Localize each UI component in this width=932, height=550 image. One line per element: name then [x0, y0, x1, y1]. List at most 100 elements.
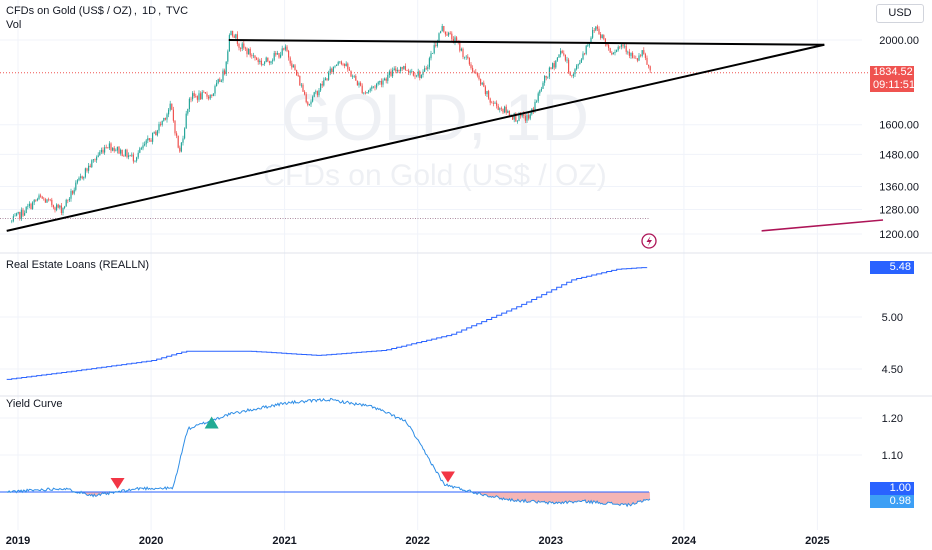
- sell-signal-2: [440, 471, 455, 483]
- interval[interactable]: 1D: [142, 5, 157, 17]
- candle-body: [88, 165, 90, 171]
- candle-body: [140, 148, 143, 149]
- candle-body: [174, 120, 176, 134]
- candle-body: [99, 152, 101, 156]
- candle-body: [268, 61, 271, 64]
- candle-body: [427, 67, 429, 69]
- candle-body: [25, 206, 27, 214]
- pink-trendline: [761, 219, 884, 232]
- candle-body: [200, 93, 202, 100]
- candle-body: [244, 47, 247, 49]
- candle-body: [340, 61, 343, 65]
- candle-body: [289, 57, 291, 64]
- symbol-name[interactable]: CFDs on Gold (US$ / OZ): [6, 5, 132, 17]
- candle-body: [596, 26, 599, 29]
- candle-body: [294, 65, 296, 71]
- candle-body: [164, 117, 167, 120]
- candle-body: [507, 110, 509, 113]
- candle-body: [622, 44, 624, 47]
- candle-body: [316, 91, 319, 96]
- candle-body: [372, 86, 375, 88]
- candle-body: [240, 47, 242, 49]
- candle-body: [584, 53, 586, 55]
- candle-body: [481, 82, 483, 85]
- candle-body: [38, 195, 40, 199]
- candle-body: [252, 55, 255, 57]
- candle-body: [185, 113, 187, 129]
- candle-body: [16, 213, 18, 216]
- candle-body: [208, 96, 210, 99]
- candle-body: [356, 80, 359, 86]
- candle-body: [105, 147, 107, 148]
- candle-body: [273, 53, 275, 61]
- candle-body: [553, 63, 555, 68]
- flash-icon[interactable]: [641, 233, 657, 249]
- candle-body: [640, 55, 642, 57]
- yield-pane[interactable]: [0, 397, 651, 508]
- candle-body: [54, 207, 56, 211]
- candle-body: [148, 138, 151, 140]
- candle-body: [220, 80, 223, 82]
- candle-body: [11, 220, 13, 222]
- price-pane[interactable]: [0, 23, 884, 232]
- candle-body: [323, 80, 325, 86]
- candle-body: [324, 78, 327, 81]
- candle-body: [28, 203, 31, 207]
- candle-body: [363, 92, 365, 94]
- candle-body: [384, 78, 386, 81]
- candle-body: [428, 58, 431, 68]
- candle-body: [172, 109, 175, 121]
- candle-body: [446, 34, 448, 36]
- candle-body: [411, 71, 413, 72]
- candle-body: [225, 61, 227, 75]
- candle-body: [339, 61, 341, 63]
- candle-body: [560, 50, 562, 55]
- candle-body: [582, 53, 584, 60]
- candle-body: [648, 64, 650, 67]
- candle-body: [153, 131, 155, 133]
- candle-body: [300, 84, 303, 86]
- candle-body: [284, 46, 287, 50]
- candle-body: [476, 73, 479, 76]
- currency-button[interactable]: USD: [876, 4, 924, 23]
- candle-body: [358, 82, 360, 86]
- candle-body: [192, 93, 194, 100]
- candle-body: [392, 70, 394, 77]
- candle-body: [260, 60, 263, 65]
- candle-body: [235, 34, 237, 38]
- candle-body: [203, 91, 205, 93]
- candle-body: [425, 68, 427, 69]
- candle-body: [347, 63, 349, 70]
- yield-panel-title[interactable]: Yield Curve: [6, 398, 63, 410]
- buy-signal-1: [204, 416, 219, 429]
- candle-body: [283, 48, 285, 50]
- candle-body: [14, 215, 16, 217]
- loans-pane[interactable]: [6, 267, 648, 380]
- candle-body: [171, 103, 173, 110]
- candle-body: [313, 92, 315, 97]
- candle-body: [644, 54, 647, 58]
- candle-body: [43, 198, 45, 200]
- volume-label[interactable]: Vol: [6, 19, 22, 31]
- candle-body: [115, 150, 117, 152]
- candle-body: [345, 63, 347, 66]
- candle-body: [270, 61, 272, 64]
- candle-body: [478, 75, 480, 80]
- candle-body: [444, 31, 447, 35]
- candle-body: [94, 159, 96, 161]
- candle-body: [592, 30, 594, 38]
- candle-body: [612, 53, 615, 55]
- candle-body: [401, 67, 403, 69]
- candle-body: [254, 55, 256, 58]
- candle-body: [436, 41, 439, 47]
- candle-body: [443, 25, 445, 32]
- loans-panel-title[interactable]: Real Estate Loans (REALLN): [6, 259, 150, 271]
- candle-body: [100, 149, 103, 153]
- candle-body: [552, 63, 554, 69]
- yield-last-value-tag: 0.98: [870, 495, 914, 508]
- candle-body: [449, 32, 451, 34]
- watermark: GOLD, 1D CFDs on Gold (US$ / OZ): [263, 80, 606, 192]
- candle-body: [56, 204, 58, 211]
- candle-body: [630, 52, 632, 56]
